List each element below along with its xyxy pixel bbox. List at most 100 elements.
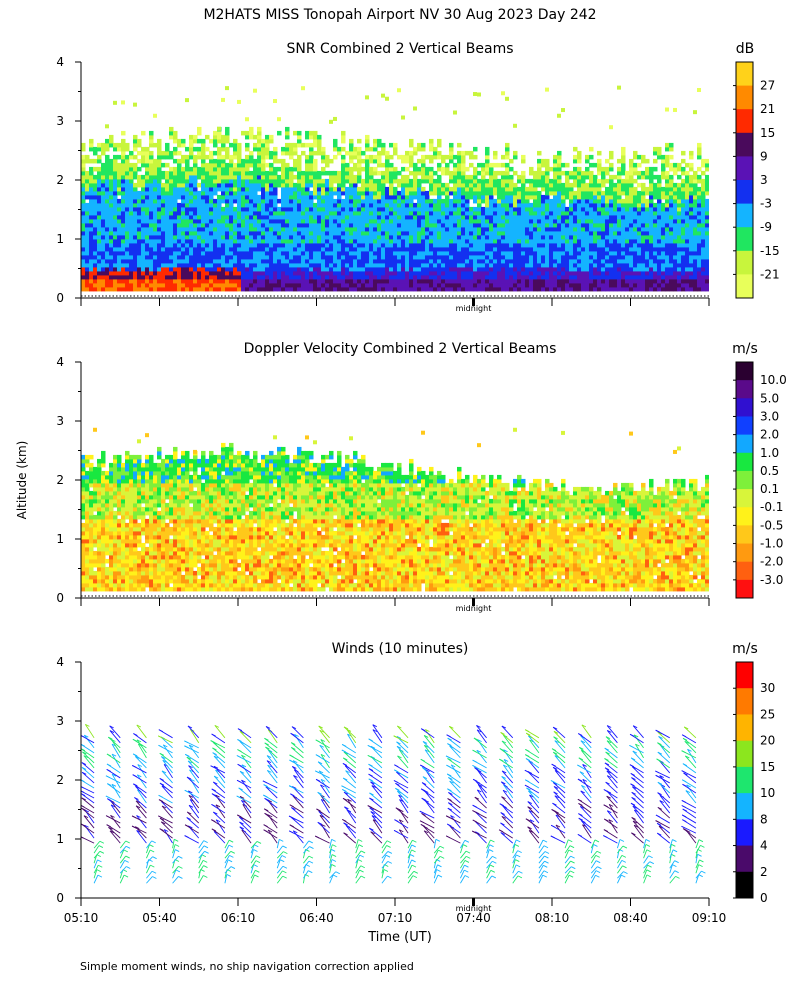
snr-cell <box>113 202 118 208</box>
snr-cell <box>581 254 586 260</box>
snr-cell <box>277 182 282 188</box>
snr-cell <box>489 218 494 224</box>
snr-cell <box>605 170 610 176</box>
snr-cell <box>325 226 330 232</box>
snr-cell <box>277 234 282 240</box>
snr-cell <box>569 266 574 272</box>
snr-cell <box>325 274 330 280</box>
snr-cell <box>545 202 550 208</box>
snr-cell <box>477 242 482 248</box>
snr-cell <box>637 218 642 224</box>
snr-cell <box>89 158 94 164</box>
snr-cell <box>457 262 462 268</box>
snr-cell <box>113 146 118 152</box>
snr-cell <box>217 170 222 176</box>
snr-cell <box>413 174 418 180</box>
snr-cell <box>349 186 354 192</box>
snr-cell <box>401 174 406 180</box>
snr-cell <box>645 218 650 224</box>
snr-cell <box>161 234 166 240</box>
snr-cell <box>289 214 294 220</box>
snr-cell <box>405 278 410 284</box>
snr-cell <box>401 238 406 244</box>
snr-cell <box>169 186 174 192</box>
snr-cell <box>461 190 466 196</box>
snr-cell <box>101 234 106 240</box>
snr-cell <box>609 178 614 184</box>
snr-cell <box>505 210 510 216</box>
snr-cell <box>513 254 518 260</box>
snr-cell <box>541 198 546 204</box>
snr-cell <box>249 278 254 284</box>
snr-cell <box>217 198 222 204</box>
snr-cell <box>481 274 486 280</box>
snr-cell <box>229 230 234 236</box>
snr-cell <box>189 262 194 268</box>
snr-cell <box>453 110 457 115</box>
snr-cell <box>493 274 498 280</box>
snr-cell <box>629 270 634 276</box>
snr-cell <box>121 266 126 272</box>
snr-cell <box>309 166 314 172</box>
snr-cell <box>165 174 170 180</box>
snr-cell <box>113 258 118 264</box>
snr-cell <box>293 282 298 288</box>
snr-cell <box>485 266 490 272</box>
snr-cell <box>409 258 414 264</box>
snr-cell <box>389 186 394 192</box>
snr-cell <box>273 242 278 248</box>
snr-cell <box>557 194 562 200</box>
snr-cell <box>341 222 346 228</box>
snr-cell <box>237 258 242 264</box>
snr-cell <box>305 262 310 268</box>
snr-cell <box>325 282 330 288</box>
snr-cell <box>545 254 550 260</box>
snr-cell <box>429 138 434 144</box>
snr-cell <box>613 234 618 240</box>
snr-cell <box>133 230 138 236</box>
snr-cell <box>113 226 118 232</box>
snr-cell <box>365 198 370 204</box>
snr-cell <box>277 130 282 136</box>
snr-cell <box>645 230 650 236</box>
snr-cell <box>561 182 566 188</box>
snr-cell <box>269 270 274 276</box>
snr-cell <box>289 238 294 244</box>
snr-cell <box>661 282 666 288</box>
snr-cell <box>373 190 378 196</box>
snr-cell <box>245 194 250 200</box>
snr-cell <box>309 154 314 160</box>
snr-cell <box>537 166 542 172</box>
snr-cell <box>609 125 613 130</box>
snr-cell <box>241 190 246 196</box>
snr-cell <box>161 194 166 200</box>
snr-cell <box>649 194 654 200</box>
snr-cell <box>225 182 230 188</box>
snr-cell <box>433 254 438 260</box>
snr-cell <box>537 286 542 292</box>
snr-cell <box>269 238 274 244</box>
snr-cell <box>145 254 150 260</box>
snr-cell <box>341 198 346 204</box>
snr-cell <box>653 214 658 220</box>
snr-cell <box>321 230 326 236</box>
snr-cell <box>217 138 222 144</box>
snr-cell <box>213 282 218 288</box>
snr-cell <box>305 210 310 216</box>
snr-cell <box>501 254 506 260</box>
snr-cell <box>165 206 170 212</box>
snr-cell <box>517 198 522 204</box>
snr-cell <box>521 282 526 288</box>
snr-cell <box>385 242 390 248</box>
snr-cell <box>557 226 562 232</box>
snr-cell <box>333 222 338 228</box>
snr-cell <box>245 190 250 196</box>
snr-cell <box>317 190 322 196</box>
snr-cell <box>221 250 226 256</box>
snr-cell <box>361 178 366 184</box>
snr-cell <box>249 258 254 264</box>
snr-cell <box>169 242 174 248</box>
snr-cell <box>541 186 546 192</box>
snr-cell <box>237 254 242 260</box>
snr-cell <box>273 254 278 260</box>
